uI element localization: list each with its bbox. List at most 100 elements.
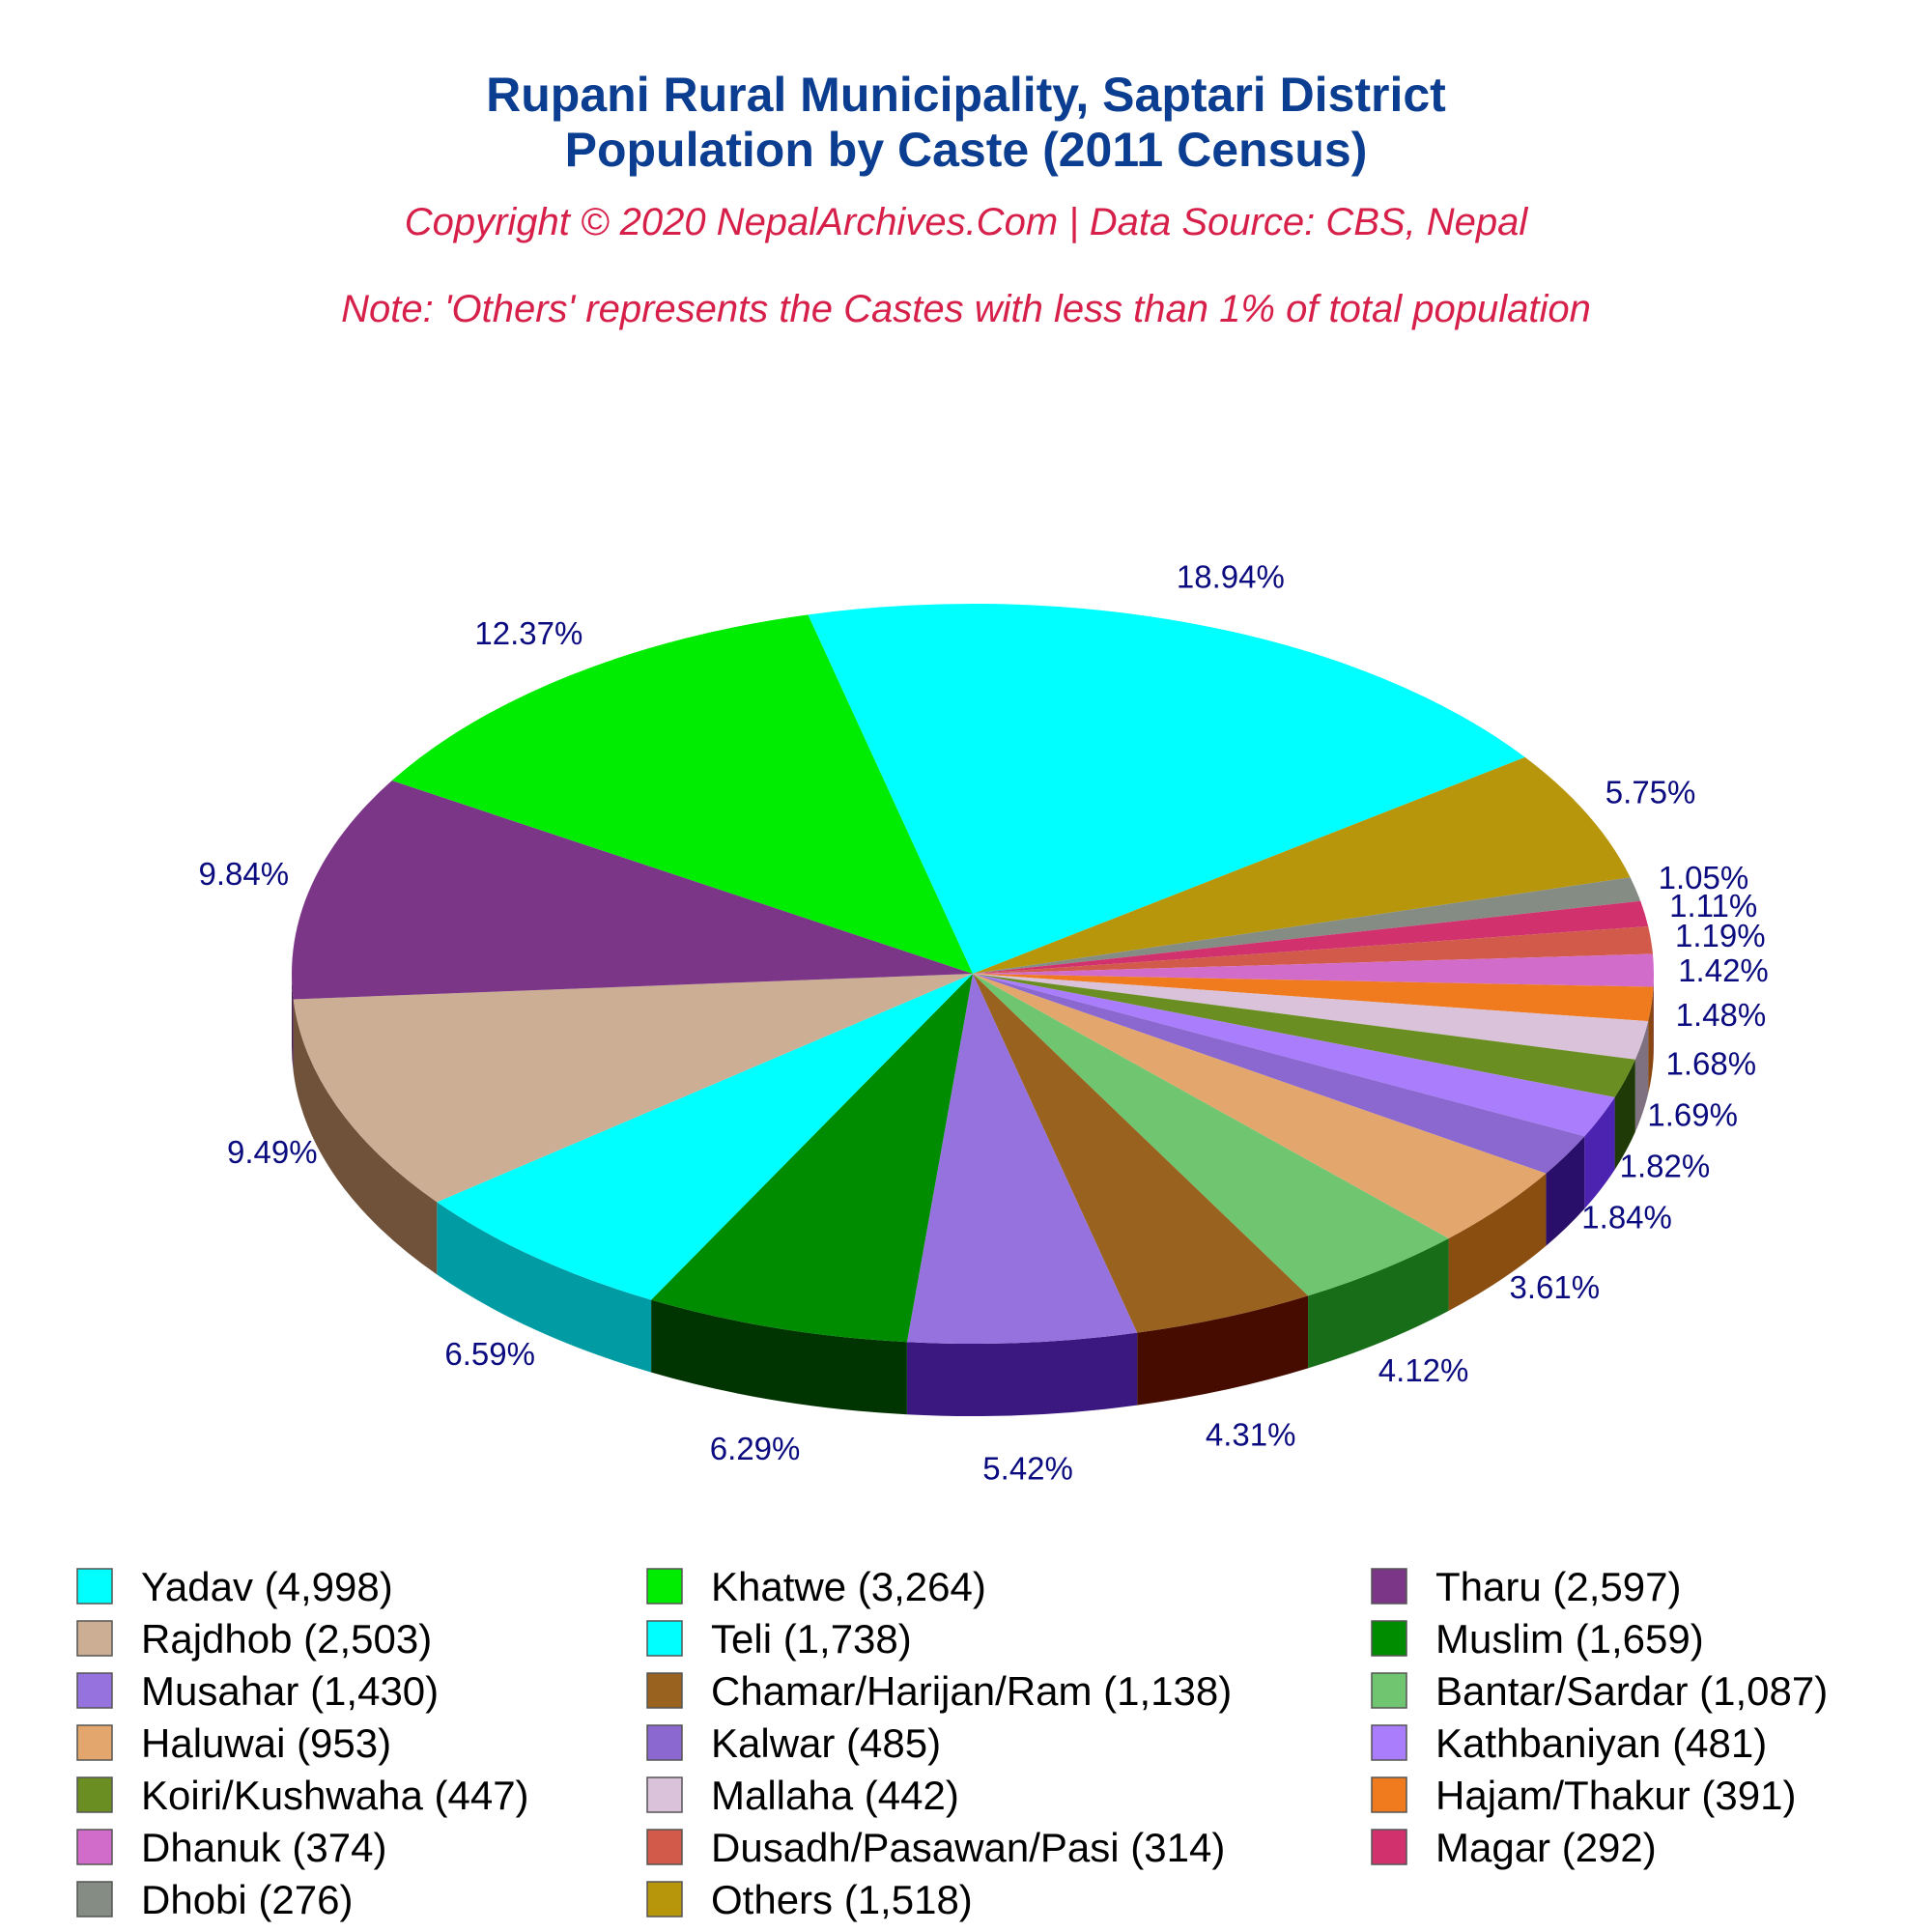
legend-label-dusadh-pasawan-pasi: Dusadh/Pasawan/Pasi (314) [711,1825,1225,1870]
legend-swatch-kathbaniyan [1371,1724,1407,1761]
legend-swatch-kalwar [646,1724,683,1761]
percent-label-dhobi: 1.05% [1659,860,1749,895]
legend-item-bantar-sardar: Bantar/Sardar (1,087) [1371,1668,1828,1714]
pie-side-musahar [906,1332,1138,1416]
legend-label-bantar-sardar: Bantar/Sardar (1,087) [1435,1668,1828,1714]
legend-swatch-magar [1371,1829,1407,1865]
pie-slice-kathbaniyan [973,974,1615,1137]
legend-label-dhobi: Dhobi (276) [141,1877,353,1922]
legend-item-muslim: Muslim (1,659) [1371,1616,1704,1662]
legend-item-kathbaniyan: Kathbaniyan (481) [1371,1720,1767,1766]
pie-sides [292,974,1654,1416]
pie-side-teli [437,1202,652,1373]
legend-swatch-muslim [1371,1620,1407,1657]
legend-item-haluwai: Haluwai (953) [76,1720,391,1766]
percent-label-yadav: 18.94% [1177,559,1285,595]
legend-swatch-dusadh-pasawan-pasi [646,1829,683,1865]
legend-item-dhanuk: Dhanuk (374) [76,1825,386,1870]
pie-side-chamar-harijan-ram [1137,1295,1309,1406]
pie-slice-magar [973,900,1649,974]
percent-label-bantar-sardar: 4.12% [1378,1352,1469,1388]
legend-item-dusadh-pasawan-pasi: Dusadh/Pasawan/Pasi (314) [646,1825,1225,1870]
legend-item-khatwe: Khatwe (3,264) [646,1564,986,1609]
percent-label-musahar: 5.42% [982,1451,1073,1487]
pie-slice-hajam-thakur [973,974,1654,1022]
copyright-text: Copyright © 2020 NepalArchives.Com | Dat… [405,201,1529,243]
pie-slice-dusadh-pasawan-pasi [973,925,1653,974]
legend-swatch-hajam-thakur [1371,1776,1407,1813]
pie-side-rajdhob [293,999,438,1275]
pie-side-hajam-thakur [1648,986,1654,1094]
legend-item-yadav: Yadav (4,998) [76,1564,393,1609]
legend-swatch-others [646,1881,683,1918]
legend: Yadav (4,998) Khatwe (3,264) Tharu (2,597)… [76,1564,1828,1922]
pie-side-bantar-sardar [1308,1238,1449,1369]
legend-item-koiri-kushwaha: Koiri/Kushwaha (447) [76,1773,529,1818]
pie-slice-teli [437,974,973,1300]
legend-swatch-teli [646,1620,683,1657]
pie-slice-haluwai [973,974,1547,1239]
legend-label-dhanuk: Dhanuk (374) [141,1825,386,1870]
legend-label-yadav: Yadav (4,998) [141,1564,393,1609]
legend-item-others: Others (1,518) [646,1877,973,1922]
legend-swatch-koiri-kushwaha [76,1776,113,1813]
legend-label-teli: Teli (1,738) [711,1616,912,1662]
percent-label-haluwai: 3.61% [1510,1269,1601,1305]
pie-side-koiri-kushwaha [1614,1059,1635,1170]
legend-label-khatwe: Khatwe (3,264) [711,1564,986,1609]
pie-slice-koiri-kushwaha [973,974,1635,1097]
pie-slice-dhanuk [973,953,1654,987]
legend-label-tharu: Tharu (2,597) [1435,1564,1681,1609]
pie-percent-labels: 18.94% 5.75% 1.05%1.11%1.19%1.42% 1.48% 1.68… [199,559,1769,1487]
legend-swatch-dhobi [76,1881,113,1918]
chart-title-line2: Population by Caste (2011 Census) [565,123,1368,177]
percent-label-dhanuk: 1.42% [1678,952,1769,988]
pie-side-kalwar [1546,1136,1585,1246]
pie-slice-yadav [808,603,1525,974]
legend-swatch-bantar-sardar [1371,1672,1407,1709]
percent-label-tharu: 9.84% [199,856,290,892]
legend-item-mallaha: Mallaha (442) [646,1773,959,1818]
legend-label-musahar: Musahar (1,430) [141,1668,439,1714]
legend-label-kalwar: Kalwar (485) [711,1720,941,1766]
percent-label-koiri-kushwaha: 1.69% [1647,1096,1738,1132]
legend-item-hajam-thakur: Hajam/Thakur (391) [1371,1773,1796,1818]
percent-label-chamar-harijan-ram: 4.31% [1206,1417,1296,1453]
pie-side-mallaha [1634,1021,1649,1132]
legend-swatch-chamar-harijan-ram [646,1672,683,1709]
legend-swatch-tharu [1371,1568,1407,1605]
legend-label-rajdhob: Rajdhob (2,503) [141,1616,432,1662]
legend-item-chamar-harijan-ram: Chamar/Harijan/Ram (1,138) [646,1668,1232,1714]
pie-slice-bantar-sardar [973,974,1449,1296]
percent-label-kalwar: 1.84% [1581,1200,1672,1236]
legend-item-rajdhob: Rajdhob (2,503) [76,1616,432,1662]
percent-label-muslim: 6.29% [710,1431,801,1466]
pie-slice-kalwar [973,974,1585,1174]
percent-label-mallaha: 1.68% [1666,1046,1757,1082]
legend-label-others: Others (1,518) [711,1877,973,1922]
legend-label-hajam-thakur: Hajam/Thakur (391) [1435,1773,1796,1818]
pie-slice-rajdhob [293,974,974,1203]
pie-side-tharu [292,974,294,1072]
legend-swatch-khatwe [646,1568,683,1605]
legend-swatch-mallaha [646,1776,683,1813]
legend-swatch-yadav [76,1568,113,1605]
legend-label-kathbaniyan: Kathbaniyan (481) [1435,1720,1767,1766]
pie-slice-dhobi [973,877,1641,974]
pie-slice-muslim [651,974,973,1343]
legend-swatch-haluwai [76,1724,113,1761]
percent-label-dusadh-pasawan-pasi: 1.19% [1675,918,1766,953]
legend-item-tharu: Tharu (2,597) [1371,1564,1681,1609]
legend-item-magar: Magar (292) [1371,1825,1657,1870]
legend-label-muslim: Muslim (1,659) [1435,1616,1704,1662]
percent-label-khatwe: 12.37% [474,615,582,651]
percent-label-kathbaniyan: 1.82% [1620,1149,1711,1184]
pie-side-kathbaniyan [1584,1096,1615,1209]
pie-slice-others [973,756,1631,974]
legend-label-haluwai: Haluwai (953) [141,1720,391,1766]
legend-label-koiri-kushwaha: Koiri/Kushwaha (447) [141,1773,529,1818]
pie-slices [292,603,1654,1344]
pie-slice-khatwe [391,614,974,974]
legend-label-mallaha: Mallaha (442) [711,1773,959,1818]
